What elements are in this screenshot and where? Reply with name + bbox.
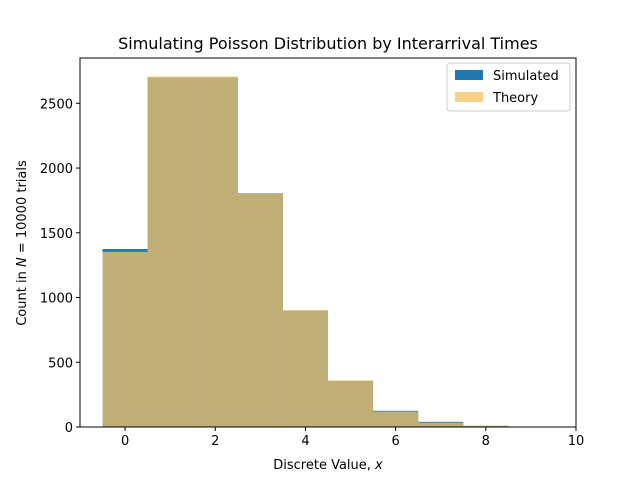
x-tick-label: 10 [568, 434, 585, 449]
chart-title: Simulating Poisson Distribution by Inter… [118, 34, 538, 53]
x-tick-label: 8 [482, 434, 490, 449]
legend-swatch-simulated [455, 70, 483, 80]
plot-frame [79, 57, 577, 428]
bar-theory-3 [237, 193, 283, 427]
bars-layer [102, 76, 554, 427]
bar-theory-5 [328, 380, 374, 427]
y-tick-label: 0 [65, 421, 73, 436]
x-axis-label: Discrete Value, x [273, 458, 383, 473]
bar-theory-0 [102, 251, 148, 427]
y-tick-label: 2000 [40, 162, 73, 177]
y-tick-label: 2500 [40, 97, 73, 112]
bar-theory-2 [192, 76, 238, 427]
y-tick-label: 1500 [40, 227, 73, 242]
bar-theory-7 [418, 422, 464, 427]
x-tick-label: 6 [391, 434, 399, 449]
legend: Simulated Theory [446, 62, 571, 112]
bar-theory-8 [463, 425, 509, 427]
y-axis-label: Count in N = 10000 trials [15, 160, 30, 326]
bar-theory-6 [373, 411, 419, 427]
y-tick-label: 1000 [40, 292, 73, 307]
axes-layer: 0 2 4 6 8 10 0 500 1000 1500 2000 2500 [40, 57, 585, 449]
legend-label-theory: Theory [492, 91, 538, 106]
y-tick-label: 500 [48, 356, 73, 371]
legend-label-simulated: Simulated [493, 69, 559, 84]
bar-theory-1 [147, 76, 193, 427]
legend-swatch-theory [455, 92, 483, 102]
bar-theory-4 [282, 310, 328, 427]
x-tick-label: 0 [121, 434, 129, 449]
x-tick-label: 2 [211, 434, 219, 449]
x-tick-label: 4 [301, 434, 309, 449]
